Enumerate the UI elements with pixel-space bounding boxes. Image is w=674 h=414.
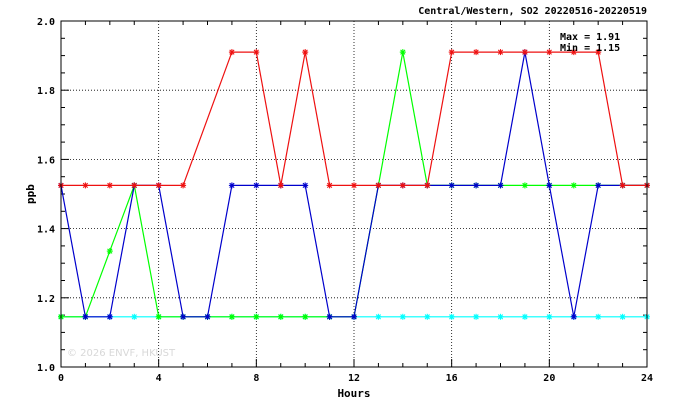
- data-point: [106, 182, 113, 189]
- y-tick-label: 1.0: [37, 363, 55, 374]
- data-point: [326, 182, 333, 189]
- data-point: [570, 182, 577, 189]
- data-point: [595, 49, 602, 56]
- data-point: [448, 313, 455, 320]
- data-point: [302, 49, 309, 56]
- data-point: [228, 313, 235, 320]
- data-point: [521, 182, 528, 189]
- data-point: [326, 313, 333, 320]
- data-point: [399, 49, 406, 56]
- data-point: [595, 182, 602, 189]
- data-point: [546, 49, 553, 56]
- data-point: [351, 313, 357, 320]
- series-3: [58, 49, 650, 189]
- data-point: [473, 49, 480, 56]
- data-point: [180, 313, 187, 320]
- y-axis-label: ppb: [24, 184, 37, 204]
- y-tick-label: 2.0: [37, 17, 55, 28]
- data-point: [82, 182, 89, 189]
- data-point: [619, 182, 626, 189]
- data-point: [497, 313, 504, 320]
- data-point: [473, 182, 480, 189]
- series-line: [61, 51, 647, 186]
- x-tick-label: 0: [58, 373, 64, 384]
- data-point: [521, 313, 528, 320]
- data-point: [155, 313, 162, 320]
- data-point: [497, 182, 504, 189]
- min-stat: Min = 1.15: [560, 42, 620, 54]
- data-point: [473, 313, 480, 320]
- data-point: [277, 313, 284, 320]
- y-tick-label: 1.8: [37, 86, 55, 97]
- x-tick-label: 16: [446, 373, 458, 384]
- data-point: [302, 313, 309, 320]
- data-point: [521, 49, 528, 56]
- grid-lines: [61, 21, 647, 367]
- data-point: [302, 182, 309, 189]
- data-point: [106, 313, 113, 320]
- data-point: [277, 182, 284, 189]
- data-point: [253, 49, 260, 56]
- x-tick-label: 12: [348, 373, 360, 384]
- x-tick-label: 20: [543, 373, 555, 384]
- max-stat: Max = 1.91: [560, 32, 620, 43]
- data-point: [448, 182, 455, 189]
- x-tick-labels: 0 4 8 12 16 20 24: [58, 373, 653, 384]
- data-point: [204, 313, 211, 320]
- x-tick-label: 4: [156, 373, 162, 384]
- y-tick-labels: 1.0 1.2 1.4 1.6 1.8 2.0: [37, 17, 55, 374]
- data-point: [106, 248, 113, 255]
- data-point: [253, 182, 260, 189]
- data-point: [253, 313, 260, 320]
- plot-frame: [60, 20, 648, 368]
- x-tick-label: 8: [253, 373, 259, 384]
- data-point: [497, 49, 504, 56]
- y-tick-label: 1.4: [37, 225, 55, 236]
- data-point: [448, 49, 455, 56]
- data-point: [570, 49, 577, 56]
- data-point: [595, 313, 602, 320]
- y-tick-label: 1.6: [37, 155, 55, 166]
- data-point: [424, 182, 431, 189]
- data-point: [82, 313, 89, 320]
- data-point: [399, 182, 406, 189]
- data-point: [546, 182, 553, 189]
- data-point: [351, 182, 357, 189]
- data-point: [424, 313, 431, 320]
- data-point: [228, 49, 235, 56]
- chart-title: Central/Western, SO2 20220516-20220519: [418, 6, 647, 17]
- series-layer: [58, 49, 650, 320]
- data-point: [131, 313, 138, 320]
- data-point: [375, 182, 382, 189]
- data-point: [546, 313, 553, 320]
- data-point: [131, 182, 138, 189]
- watermark: © 2026 ENVF, HKUST: [67, 348, 176, 359]
- data-point: [180, 182, 187, 189]
- x-tick-label: 24: [641, 373, 653, 384]
- data-point: [155, 182, 162, 189]
- x-axis-label: Hours: [337, 387, 370, 400]
- data-point: [570, 313, 577, 320]
- data-point: [619, 313, 626, 320]
- data-point: [399, 313, 406, 320]
- data-point: [228, 182, 235, 189]
- data-point: [375, 313, 382, 320]
- y-tick-label: 1.2: [37, 294, 55, 305]
